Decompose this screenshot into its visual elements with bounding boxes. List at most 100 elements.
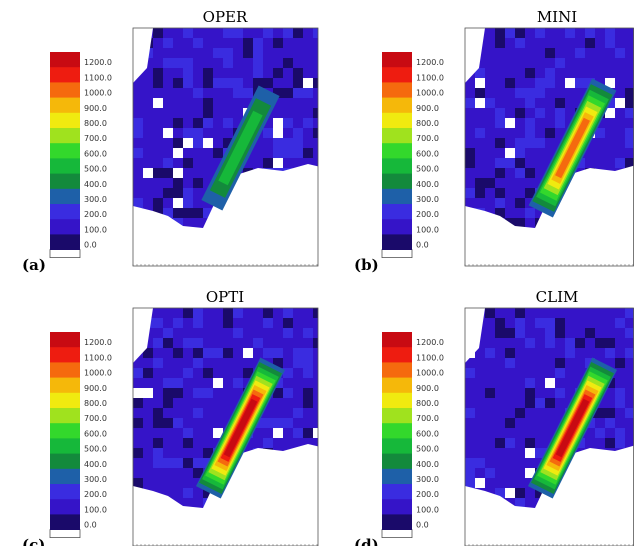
panel-opti: (c) OPTI 0.0 100.0 200.0 300.0 400.0 500.0 600.0… xyxy=(22,288,319,546)
colorbar-tick-label: 400.0 xyxy=(84,180,107,189)
panel-title: CLIM xyxy=(536,288,579,306)
map-cell xyxy=(565,78,575,88)
map-cell xyxy=(193,38,203,48)
map-cell xyxy=(153,338,163,348)
map-area xyxy=(133,308,318,546)
map-cell xyxy=(505,328,515,338)
map-cell xyxy=(153,418,163,428)
map-cell xyxy=(263,418,273,428)
map-cell xyxy=(475,128,485,138)
map-cell xyxy=(223,58,233,68)
map-cell xyxy=(605,418,615,428)
map-cell xyxy=(495,38,505,48)
map-cell xyxy=(565,338,575,348)
colorbar-band xyxy=(50,453,80,470)
map-cell xyxy=(303,368,313,378)
map-cell xyxy=(535,138,545,148)
map-cell xyxy=(475,478,485,488)
map-cell xyxy=(465,368,475,378)
map-cell xyxy=(163,338,173,348)
colorbar-band xyxy=(50,347,80,363)
map-cell xyxy=(525,378,535,388)
colorbar-tick-label: 200.0 xyxy=(416,490,439,499)
colorbar-band xyxy=(50,423,80,439)
map-cell xyxy=(525,168,535,178)
colorbar-tick-label: 1100.0 xyxy=(416,73,444,82)
map-cell xyxy=(293,128,303,138)
map-cell xyxy=(555,388,565,398)
map-cell xyxy=(173,58,183,68)
map-cell xyxy=(173,418,183,428)
map-cell xyxy=(555,318,565,328)
colorbar-band xyxy=(382,514,412,530)
map-cell xyxy=(163,168,173,178)
map-cell xyxy=(293,68,303,78)
panel-oper: (a) OPER 0.0 100.0 200.0 300.0 400.0 500.0 600.0… xyxy=(22,8,319,274)
map-cell xyxy=(163,58,173,68)
colorbar-tick-label: 1200.0 xyxy=(84,338,112,347)
map-cell xyxy=(605,108,615,118)
map-cell xyxy=(193,318,203,328)
map-cell xyxy=(183,58,193,68)
map-cell xyxy=(303,358,313,368)
map-cell xyxy=(525,208,535,218)
colorbar-tick-label: 200.0 xyxy=(416,210,439,219)
map-cell xyxy=(263,128,273,138)
map-cell xyxy=(253,68,263,78)
map-cell xyxy=(153,98,163,108)
map-cell xyxy=(555,118,565,128)
colorbar-band-white xyxy=(49,249,81,259)
map-cell xyxy=(605,438,615,448)
colorbar-band xyxy=(382,97,412,114)
map-cell xyxy=(515,148,525,158)
colorbar-band xyxy=(50,392,80,409)
map-cell xyxy=(525,138,535,148)
panel-mini: (b) MINI 0.0 100.0 200.0 300.0 400.0 500.0 600.0… xyxy=(354,8,634,274)
map-cell xyxy=(545,328,555,338)
colorbar-band xyxy=(382,204,412,220)
map-cell xyxy=(163,158,173,168)
map-cell xyxy=(133,388,143,398)
map-cell xyxy=(283,118,293,128)
colorbar-band xyxy=(382,188,412,205)
map-cell xyxy=(505,28,515,38)
map-cell xyxy=(213,48,223,58)
map-cell xyxy=(153,458,163,468)
map-cell xyxy=(485,98,495,108)
colorbar-tick-label: 100.0 xyxy=(84,225,107,234)
map-cell xyxy=(565,28,575,38)
panel-title: OPER xyxy=(203,8,248,26)
colorbar-tick-label: 400.0 xyxy=(416,180,439,189)
map-cell xyxy=(495,168,505,178)
colorbar-tick-label: 500.0 xyxy=(84,165,107,174)
map-cell xyxy=(515,198,525,208)
map-cell xyxy=(173,78,183,88)
colorbar-tick-label: 400.0 xyxy=(84,460,107,469)
colorbar-tick-label: 200.0 xyxy=(84,210,107,219)
map-cell xyxy=(615,438,625,448)
map-cell xyxy=(303,328,313,338)
colorbar-tick-label: 900.0 xyxy=(84,104,107,113)
map-blank-top xyxy=(465,308,485,363)
map-cell xyxy=(243,368,253,378)
colorbar-band xyxy=(50,499,80,515)
colorbar-band xyxy=(382,453,412,470)
map-cell xyxy=(253,38,263,48)
colorbar-tick-label: 500.0 xyxy=(416,165,439,174)
map-cell xyxy=(525,338,535,348)
colorbar-tick-label: 200.0 xyxy=(84,490,107,499)
map-cell xyxy=(465,188,475,198)
map-blank-top xyxy=(133,28,153,83)
map-blank-top xyxy=(465,28,485,83)
colorbar-band xyxy=(382,143,412,159)
map-cell xyxy=(233,308,243,318)
map-cell xyxy=(243,48,253,58)
map-cell xyxy=(535,398,545,408)
map-cell xyxy=(495,438,505,448)
map-cell xyxy=(303,78,313,88)
map-cell xyxy=(545,378,555,388)
map-cell xyxy=(505,148,515,158)
map-cell xyxy=(283,388,293,398)
map-cell xyxy=(293,348,303,358)
map-cell xyxy=(153,358,163,368)
